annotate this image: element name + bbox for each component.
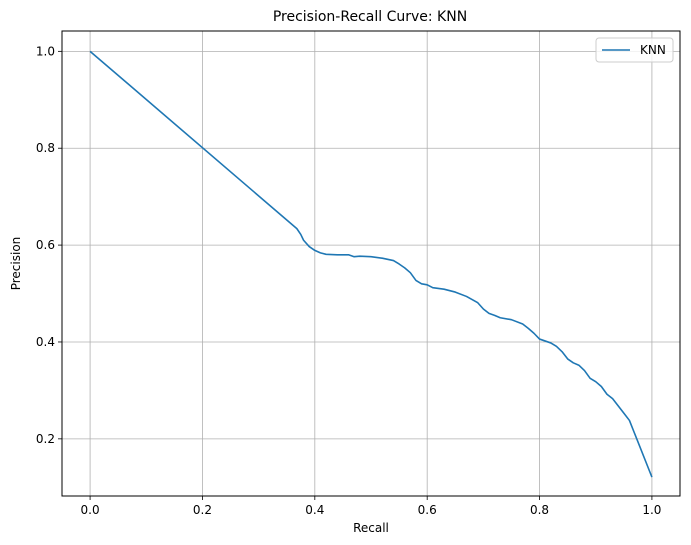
x-tick-label: 0.2 [193,503,212,517]
legend: KNN [595,37,674,63]
x-tick-label: 1.0 [642,503,661,517]
legend-box [595,37,674,63]
y-tick-label: 0.8 [36,141,55,155]
y-tick-label: 0.4 [36,335,55,349]
x-tick-label: 0.8 [530,503,549,517]
y-tick-label: 1.0 [36,44,55,58]
x-tick-label: 0.6 [418,503,437,517]
series-line-knn [89,50,653,478]
y-axis-label: Precision [9,237,23,291]
chart-title: Precision-Recall Curve: KNN [273,9,467,25]
y-tick-label: 0.6 [36,238,55,252]
x-tick-label: 0.0 [81,503,100,517]
x-tick-label: 0.4 [305,503,324,517]
x-axis-label: Recall [353,521,389,535]
legend-label-knn: KNN [640,43,666,57]
y-tick-label: 0.2 [36,432,55,446]
ticks: 0.0 0.2 0.4 0.6 0.8 1.0 0.2 0.4 0.6 0.8 1.0 [36,44,662,517]
plot-frame [61,30,681,497]
grid [62,31,680,496]
series-layer [89,50,653,478]
